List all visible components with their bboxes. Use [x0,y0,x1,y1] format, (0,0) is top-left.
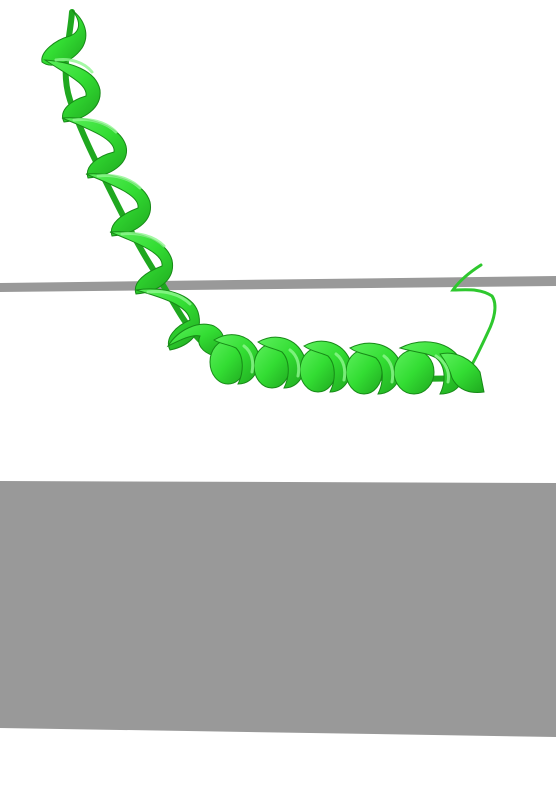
helix-vertical-segment [41,9,225,357]
helix-horizontal-segment [209,334,485,395]
membrane-lower-slab [0,481,556,737]
helix-highlights [54,58,450,384]
coil-tail [450,263,497,370]
helix-backbone [62,9,473,382]
